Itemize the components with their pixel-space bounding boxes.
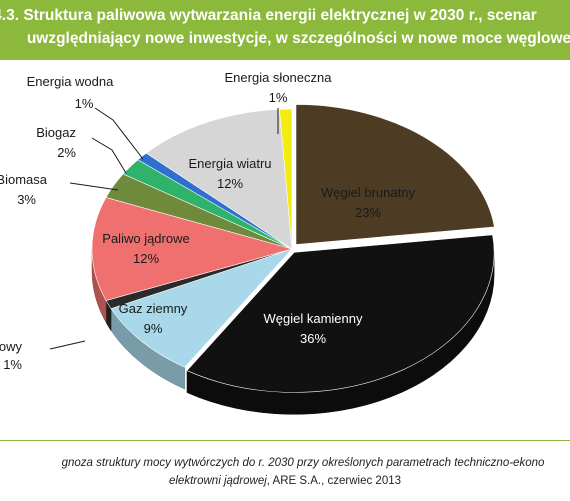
pie-slice [295,104,495,245]
leader-line [69,182,119,191]
pie-chart: Węgiel brunatny 23% Węgiel kamienny 36% Gaz … [0,66,570,438]
slice-label: Węgiel kamienny [264,311,363,326]
leader-line [49,340,86,350]
pie-chart-svg: Węgiel brunatny 23% Węgiel kamienny 36% Gaz … [0,70,495,415]
title-band: 4.3. Struktura paliwowa wytwarzania ener… [0,0,570,60]
chart-title-line-2: uwzględniający nowe inwestycje, w szczeg… [26,30,570,47]
pie-top-layer: Węgiel brunatny 23% Węgiel kamienny 36% Gaz … [0,70,495,393]
slice-label: Biomasa [0,172,48,187]
slice-label: Biogaz [36,125,76,140]
slice-value-label: 1% [3,357,22,372]
slice-label: Paliwo jądrowe [102,231,189,246]
pie-slice [145,108,293,250]
slice-value-label: 3% [17,192,36,207]
slice-label: Energia wodna [27,74,114,89]
leader-line [94,107,144,160]
source-caption: gnoza struktury mocy wytwórczych do r. 2… [0,440,570,501]
caption-line-1: gnoza struktury mocy wytwórczych do r. 2… [61,457,545,469]
slice-value-label: 12% [217,176,243,191]
caption-line-2: elektrowni jądrowej, ARE S.A., czerwiec … [0,475,570,487]
chart-title-line-1: 4.3. Struktura paliwowa wytwarzania ener… [0,7,537,24]
slice-value-label: 1% [269,90,288,105]
leader-line [91,137,127,174]
slice-value-label: 9% [144,321,163,336]
pie-slice [91,197,294,301]
caption-line-2-italic: elektrowni jądrowej [168,475,267,487]
slice-label: opałowy [0,339,22,354]
slice-label: Gaz ziemny [119,301,188,316]
caption-line-2-rest: , ARE S.A., czerwiec 2013 [266,475,402,487]
slice-value-label: 12% [133,251,159,266]
slice-value-label: 1% [75,96,94,111]
slice-label: Węgiel brunatny [321,185,415,200]
slice-label: Energia wiatru [188,156,271,171]
slice-value-label: 23% [355,205,381,220]
pie-slice [186,234,495,393]
slice-value-label: 2% [57,145,76,160]
slice-label: Energia słoneczna [225,70,333,85]
pie-slice [279,108,293,250]
pie-slice [110,248,293,368]
slice-value-label: 36% [300,331,326,346]
